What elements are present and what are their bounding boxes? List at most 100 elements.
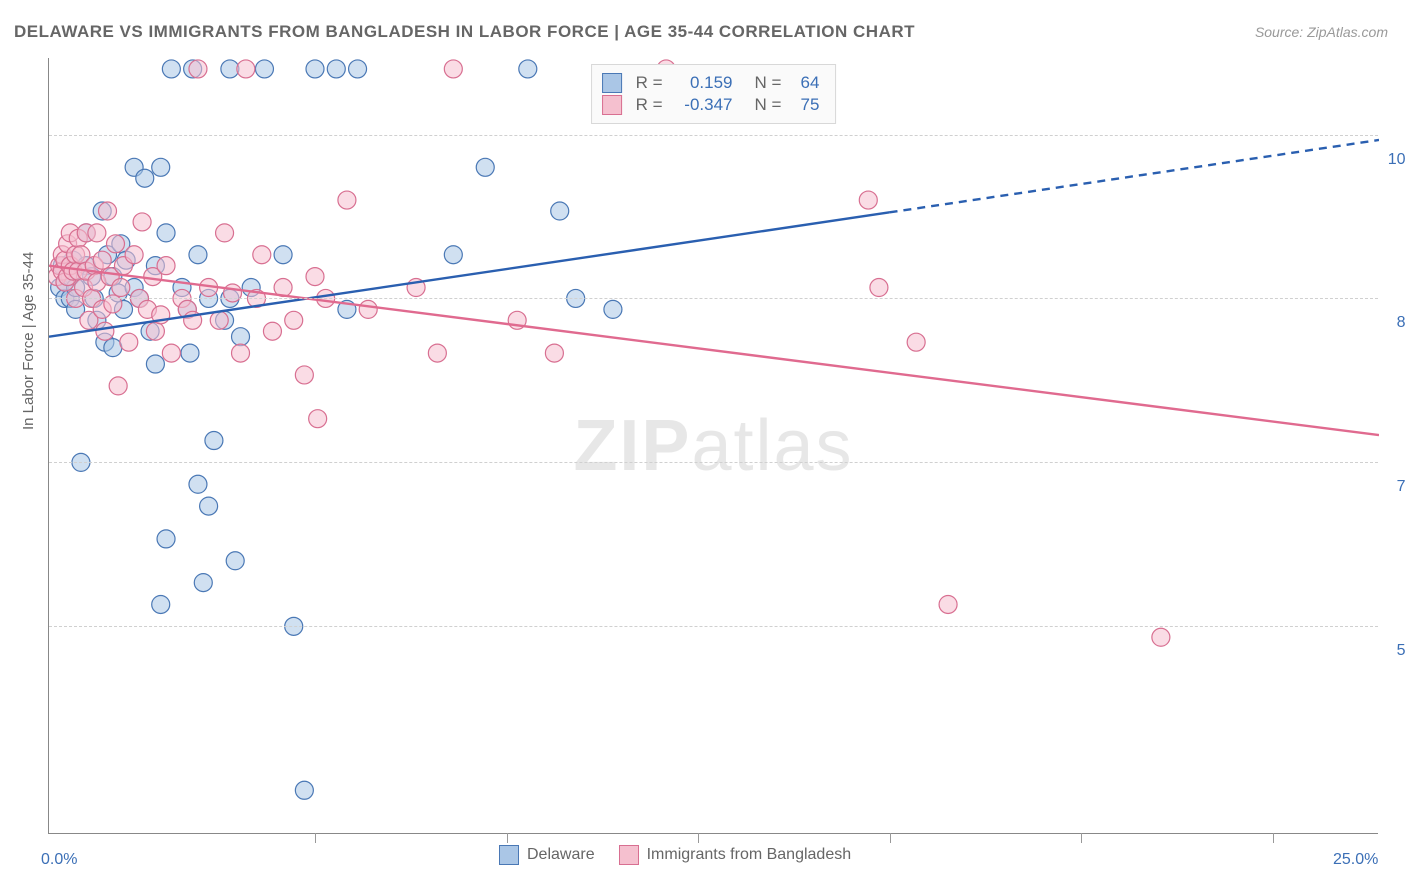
scatter-point (359, 300, 377, 318)
scatter-point (859, 191, 877, 209)
legend-item: Delaware (499, 845, 595, 865)
scatter-point (232, 344, 250, 362)
scatter-point (295, 781, 313, 799)
scatter-point (107, 235, 125, 253)
scatter-point (327, 60, 345, 78)
grid-line-h (49, 298, 1378, 299)
r-value: 0.159 (671, 73, 733, 93)
y-tick-label: 100.0% (1388, 151, 1406, 169)
scatter-point (274, 246, 292, 264)
scatter-point (232, 328, 250, 346)
scatter-point (237, 60, 255, 78)
x-tick-minor (315, 833, 316, 843)
grid-line-h (49, 462, 1378, 463)
chart-plot-area: ZIPatlas 55.0%70.0%85.0%100.0%0.0%25.0% … (48, 58, 1378, 834)
y-tick-label: 55.0% (1397, 642, 1406, 660)
scatter-point (93, 251, 111, 269)
scatter-point (309, 410, 327, 428)
scatter-point (444, 60, 462, 78)
scatter-point (428, 344, 446, 362)
source-prefix: Source: (1255, 24, 1307, 40)
legend-swatch (619, 845, 639, 865)
y-tick-label: 85.0% (1397, 314, 1406, 332)
n-label: N = (755, 73, 782, 93)
legend-swatch (499, 845, 519, 865)
scatter-point (157, 224, 175, 242)
scatter-point (152, 595, 170, 613)
x-tick-label: 25.0% (1333, 851, 1378, 869)
scatter-point (255, 60, 273, 78)
trend-line-dashed (890, 140, 1379, 212)
scatter-point (112, 279, 130, 297)
scatter-point (444, 246, 462, 264)
scatter-point (194, 574, 212, 592)
x-tick-minor (1081, 833, 1082, 843)
n-label: N = (755, 95, 782, 115)
n-value: 75 (789, 95, 819, 115)
scatter-point (939, 595, 957, 613)
scatter-point (157, 530, 175, 548)
scatter-point (476, 158, 494, 176)
scatter-point (99, 202, 117, 220)
scatter-point (285, 311, 303, 329)
scatter-point (104, 339, 122, 357)
scatter-point (136, 169, 154, 187)
legend-label: Immigrants from Bangladesh (647, 846, 852, 864)
legend-label: Delaware (527, 846, 595, 864)
scatter-point (162, 60, 180, 78)
y-axis-label: In Labor Force | Age 35-44 (20, 252, 37, 430)
x-tick-minor (890, 833, 891, 843)
scatter-point (146, 355, 164, 373)
scatter-point (200, 497, 218, 515)
scatter-point (205, 432, 223, 450)
scatter-point (907, 333, 925, 351)
legend-swatch (602, 73, 622, 93)
scatter-point (157, 257, 175, 275)
scatter-point (338, 191, 356, 209)
scatter-point (253, 246, 271, 264)
x-tick-minor (507, 833, 508, 843)
scatter-point (551, 202, 569, 220)
chart-svg (49, 58, 1379, 834)
scatter-point (189, 60, 207, 78)
scatter-point (221, 60, 239, 78)
scatter-point (306, 268, 324, 286)
scatter-point (519, 60, 537, 78)
legend-item: Immigrants from Bangladesh (619, 845, 852, 865)
x-tick-minor (698, 833, 699, 843)
stats-legend-box: R = 0.159 N = 64 R = -0.347 N = 75 (591, 64, 837, 124)
scatter-point (88, 224, 106, 242)
n-value: 64 (789, 73, 819, 93)
scatter-point (162, 344, 180, 362)
source-name: ZipAtlas.com (1307, 24, 1388, 40)
scatter-point (604, 300, 622, 318)
scatter-point (263, 322, 281, 340)
r-label: R = (636, 95, 663, 115)
scatter-point (870, 279, 888, 297)
scatter-point (306, 60, 324, 78)
scatter-point (189, 475, 207, 493)
scatter-point (210, 311, 228, 329)
scatter-point (226, 552, 244, 570)
source-label: Source: ZipAtlas.com (1255, 24, 1388, 40)
scatter-point (96, 322, 114, 340)
scatter-point (349, 60, 367, 78)
scatter-point (1152, 628, 1170, 646)
scatter-point (152, 158, 170, 176)
grid-line-h (49, 626, 1378, 627)
scatter-point (146, 322, 164, 340)
scatter-point (189, 246, 207, 264)
scatter-point (216, 224, 234, 242)
y-tick-label: 70.0% (1397, 478, 1406, 496)
scatter-point (181, 344, 199, 362)
stats-row: R = -0.347 N = 75 (602, 95, 820, 115)
scatter-point (545, 344, 563, 362)
scatter-point (125, 246, 143, 264)
grid-line-h (49, 135, 1378, 136)
bottom-legend: Delaware Immigrants from Bangladesh (499, 845, 851, 865)
stats-row: R = 0.159 N = 64 (602, 73, 820, 93)
r-value: -0.347 (671, 95, 733, 115)
scatter-point (295, 366, 313, 384)
r-label: R = (636, 73, 663, 93)
x-tick-label: 0.0% (41, 851, 77, 869)
